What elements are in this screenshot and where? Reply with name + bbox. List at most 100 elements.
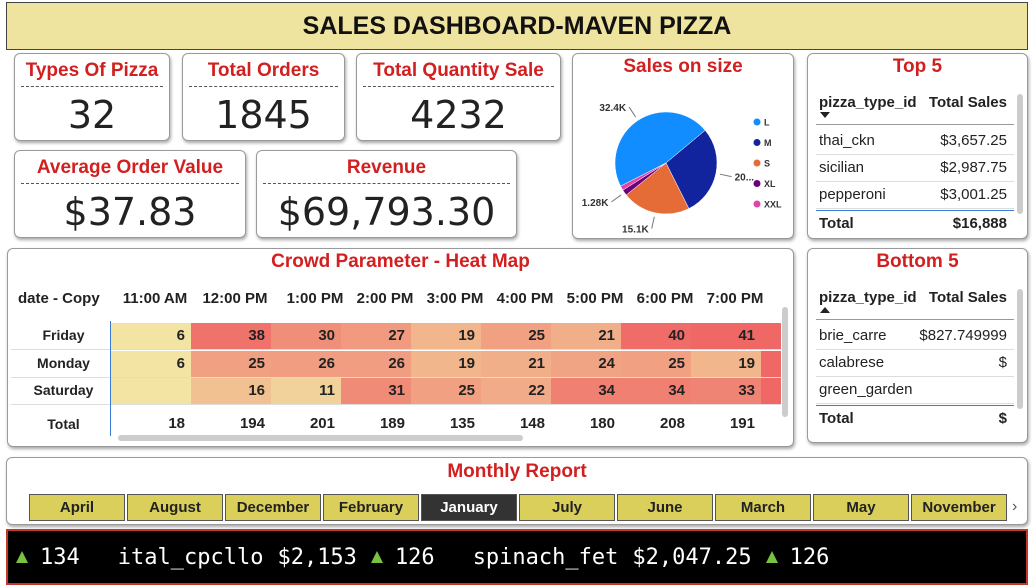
kpi-value: $37.83 [63, 190, 197, 234]
heat-cell [341, 350, 411, 377]
up-arrow [765, 551, 778, 563]
heat-value: 19 [458, 354, 475, 372]
heat-cell [551, 323, 621, 349]
ticker-sales: $2,153 [277, 544, 357, 570]
heat-cell [111, 350, 191, 377]
heat-cell [111, 378, 191, 404]
total-label: Total [47, 416, 80, 432]
heat-value: 21 [528, 354, 545, 372]
total-rule [816, 405, 1014, 406]
heat-cell [411, 323, 481, 349]
pie-card: Sales on size 32.4K 20... 15.1K 1.28K L M S XL XX… [572, 53, 794, 239]
row-value: $3,657.25 [940, 132, 1007, 149]
heat-cell [271, 350, 341, 377]
heat-value: 31 [388, 382, 405, 399]
heat-cell-clipped [761, 350, 781, 377]
total-value: 208 [659, 415, 685, 432]
total-value: 201 [309, 415, 335, 432]
up-arrow [370, 551, 383, 563]
dashboard-title: SALES DASHBOARD-MAVEN PIZZA [302, 12, 732, 40]
pie-title: Sales on size [623, 56, 743, 77]
total-value: 180 [589, 415, 615, 432]
heat-cell-clipped [761, 323, 781, 349]
heat-cell [341, 378, 411, 404]
heat-cell [191, 323, 271, 349]
heat-value: 6 [176, 327, 185, 344]
month-button[interactable]: April [29, 494, 125, 521]
kpi-value: 1845 [215, 93, 312, 137]
table-card: Bottom 5 pizza_type_id Total Sales brie_car… [807, 248, 1028, 443]
legend-dot [753, 118, 761, 126]
table-card: Top 5 pizza_type_id Total Sales thai_ckn $3,… [807, 53, 1028, 239]
heat-value: 22 [528, 382, 545, 399]
pie-slice [665, 129, 718, 209]
kpi-card: Total Quantity Sale 4232 [356, 53, 561, 141]
heat-cell [271, 323, 341, 349]
legend-label: S [764, 159, 770, 169]
month-button[interactable]: July [519, 494, 615, 521]
row-rule [816, 403, 1014, 404]
table-title: Top 5 [892, 56, 943, 77]
month-button[interactable]: February [323, 494, 419, 521]
kpi-value: 4232 [410, 93, 507, 137]
table-title: Bottom 5 [876, 251, 959, 272]
leader-line [611, 194, 622, 203]
ticker-delta: 126 [789, 544, 830, 570]
heat-cell [411, 350, 481, 377]
heat-value: 19 [458, 327, 475, 344]
heat-value: 25 [528, 327, 545, 344]
ticker-delta: 134 [40, 544, 80, 570]
row-rule [816, 208, 1014, 209]
column-header: 3:00 PM [426, 290, 484, 307]
scrollbar [1017, 289, 1023, 409]
row-name: sicilian [819, 159, 865, 176]
kpi-label: Total Orders [189, 56, 338, 87]
month-button[interactable]: June [617, 494, 713, 521]
heat-cell [341, 323, 411, 349]
heat-value: 25 [458, 382, 475, 399]
heat-cell [411, 378, 481, 404]
row-rule [816, 154, 1014, 155]
heat-value: 34 [598, 382, 615, 399]
row-name: brie_carre [819, 327, 887, 344]
total-value: $16,888 [952, 215, 1007, 232]
pie-value-label: 20... [735, 173, 755, 184]
kpi-card: Revenue $69,793.30 [256, 150, 517, 238]
heat-value: 26 [388, 354, 405, 372]
heat-value: 33 [738, 382, 755, 399]
month-button[interactable]: January [421, 494, 517, 521]
month-button[interactable]: November [911, 494, 1007, 521]
total-rule [816, 210, 1014, 211]
heat-cell [621, 323, 691, 349]
total-value: 135 [449, 415, 475, 432]
ticker-sales: $2,047.25 [632, 544, 752, 570]
column-header: Total Sales [928, 289, 1007, 306]
up-arrow [16, 551, 28, 563]
heat-value: 19 [738, 354, 755, 372]
legend-label: M [764, 138, 772, 148]
heat-cell [271, 378, 341, 404]
row-name: green_garden [819, 381, 913, 398]
month-button[interactable]: March [715, 494, 811, 521]
row-rule [816, 181, 1014, 182]
v-scrollbar [782, 307, 788, 417]
leader-line [651, 216, 655, 229]
kpi-value: 32 [67, 93, 117, 137]
scroll-arrow: › [1012, 498, 1018, 515]
kpi-card: Average Order Value $37.83 [14, 150, 246, 238]
month-button[interactable]: May [813, 494, 909, 521]
heat-cell [621, 378, 691, 404]
column-divider [110, 321, 111, 436]
ticker-name: ital_cpcllo [117, 544, 264, 570]
heat-value: 11 [319, 382, 335, 399]
month-button[interactable]: August [127, 494, 223, 521]
heat-cell [111, 323, 191, 349]
heat-cell [191, 350, 271, 377]
heat-value: 38 [248, 327, 265, 344]
month-button[interactable]: December [225, 494, 321, 521]
title-bar [6, 2, 1028, 50]
row-value: $3,001.25 [940, 186, 1007, 203]
legend-label: XL [764, 179, 776, 189]
row-name: pepperoni [819, 186, 886, 203]
